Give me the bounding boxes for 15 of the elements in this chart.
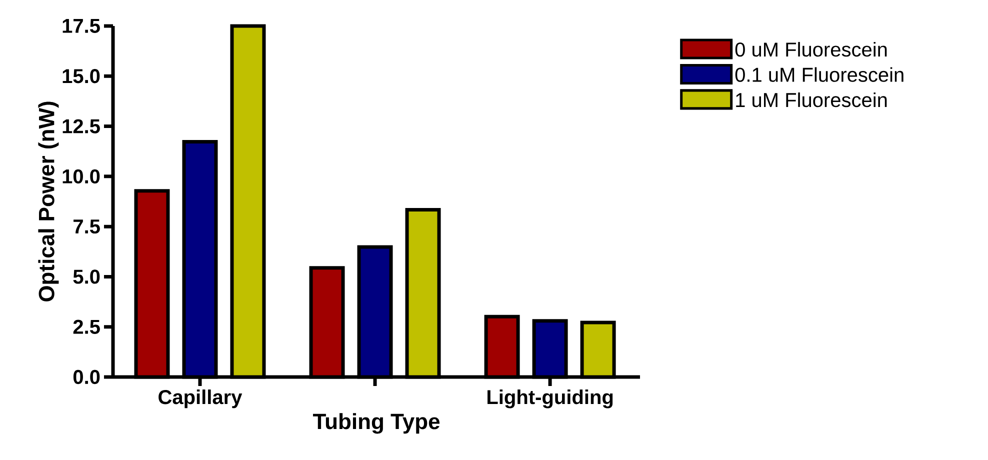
legend-label: 0.1 uM Fluorescein [735, 67, 904, 82]
y-tick-label: 17.5 [62, 19, 100, 33]
x-tick-label: Capillary [158, 390, 242, 408]
legend-label: 1 uM Fluorescein [736, 92, 887, 108]
y-tick-label: 12.5 [62, 119, 100, 134]
y-tick-label: 15.0 [62, 69, 100, 84]
y-tick-label: 10.0 [62, 169, 100, 184]
y-axis-title: Optical Power (nW) [38, 102, 59, 302]
x-tick-label: Light-guiding [488, 390, 613, 408]
y-tick-label: 0.0 [73, 370, 100, 384]
y-tick-label: 5.0 [73, 270, 100, 284]
y-tick-label: 2.5 [73, 320, 100, 334]
legend-label: 0 uM Fluorescein [735, 42, 887, 57]
x-axis-title: Tubing Type [313, 413, 440, 434]
y-tick-label: 7.5 [74, 220, 100, 234]
